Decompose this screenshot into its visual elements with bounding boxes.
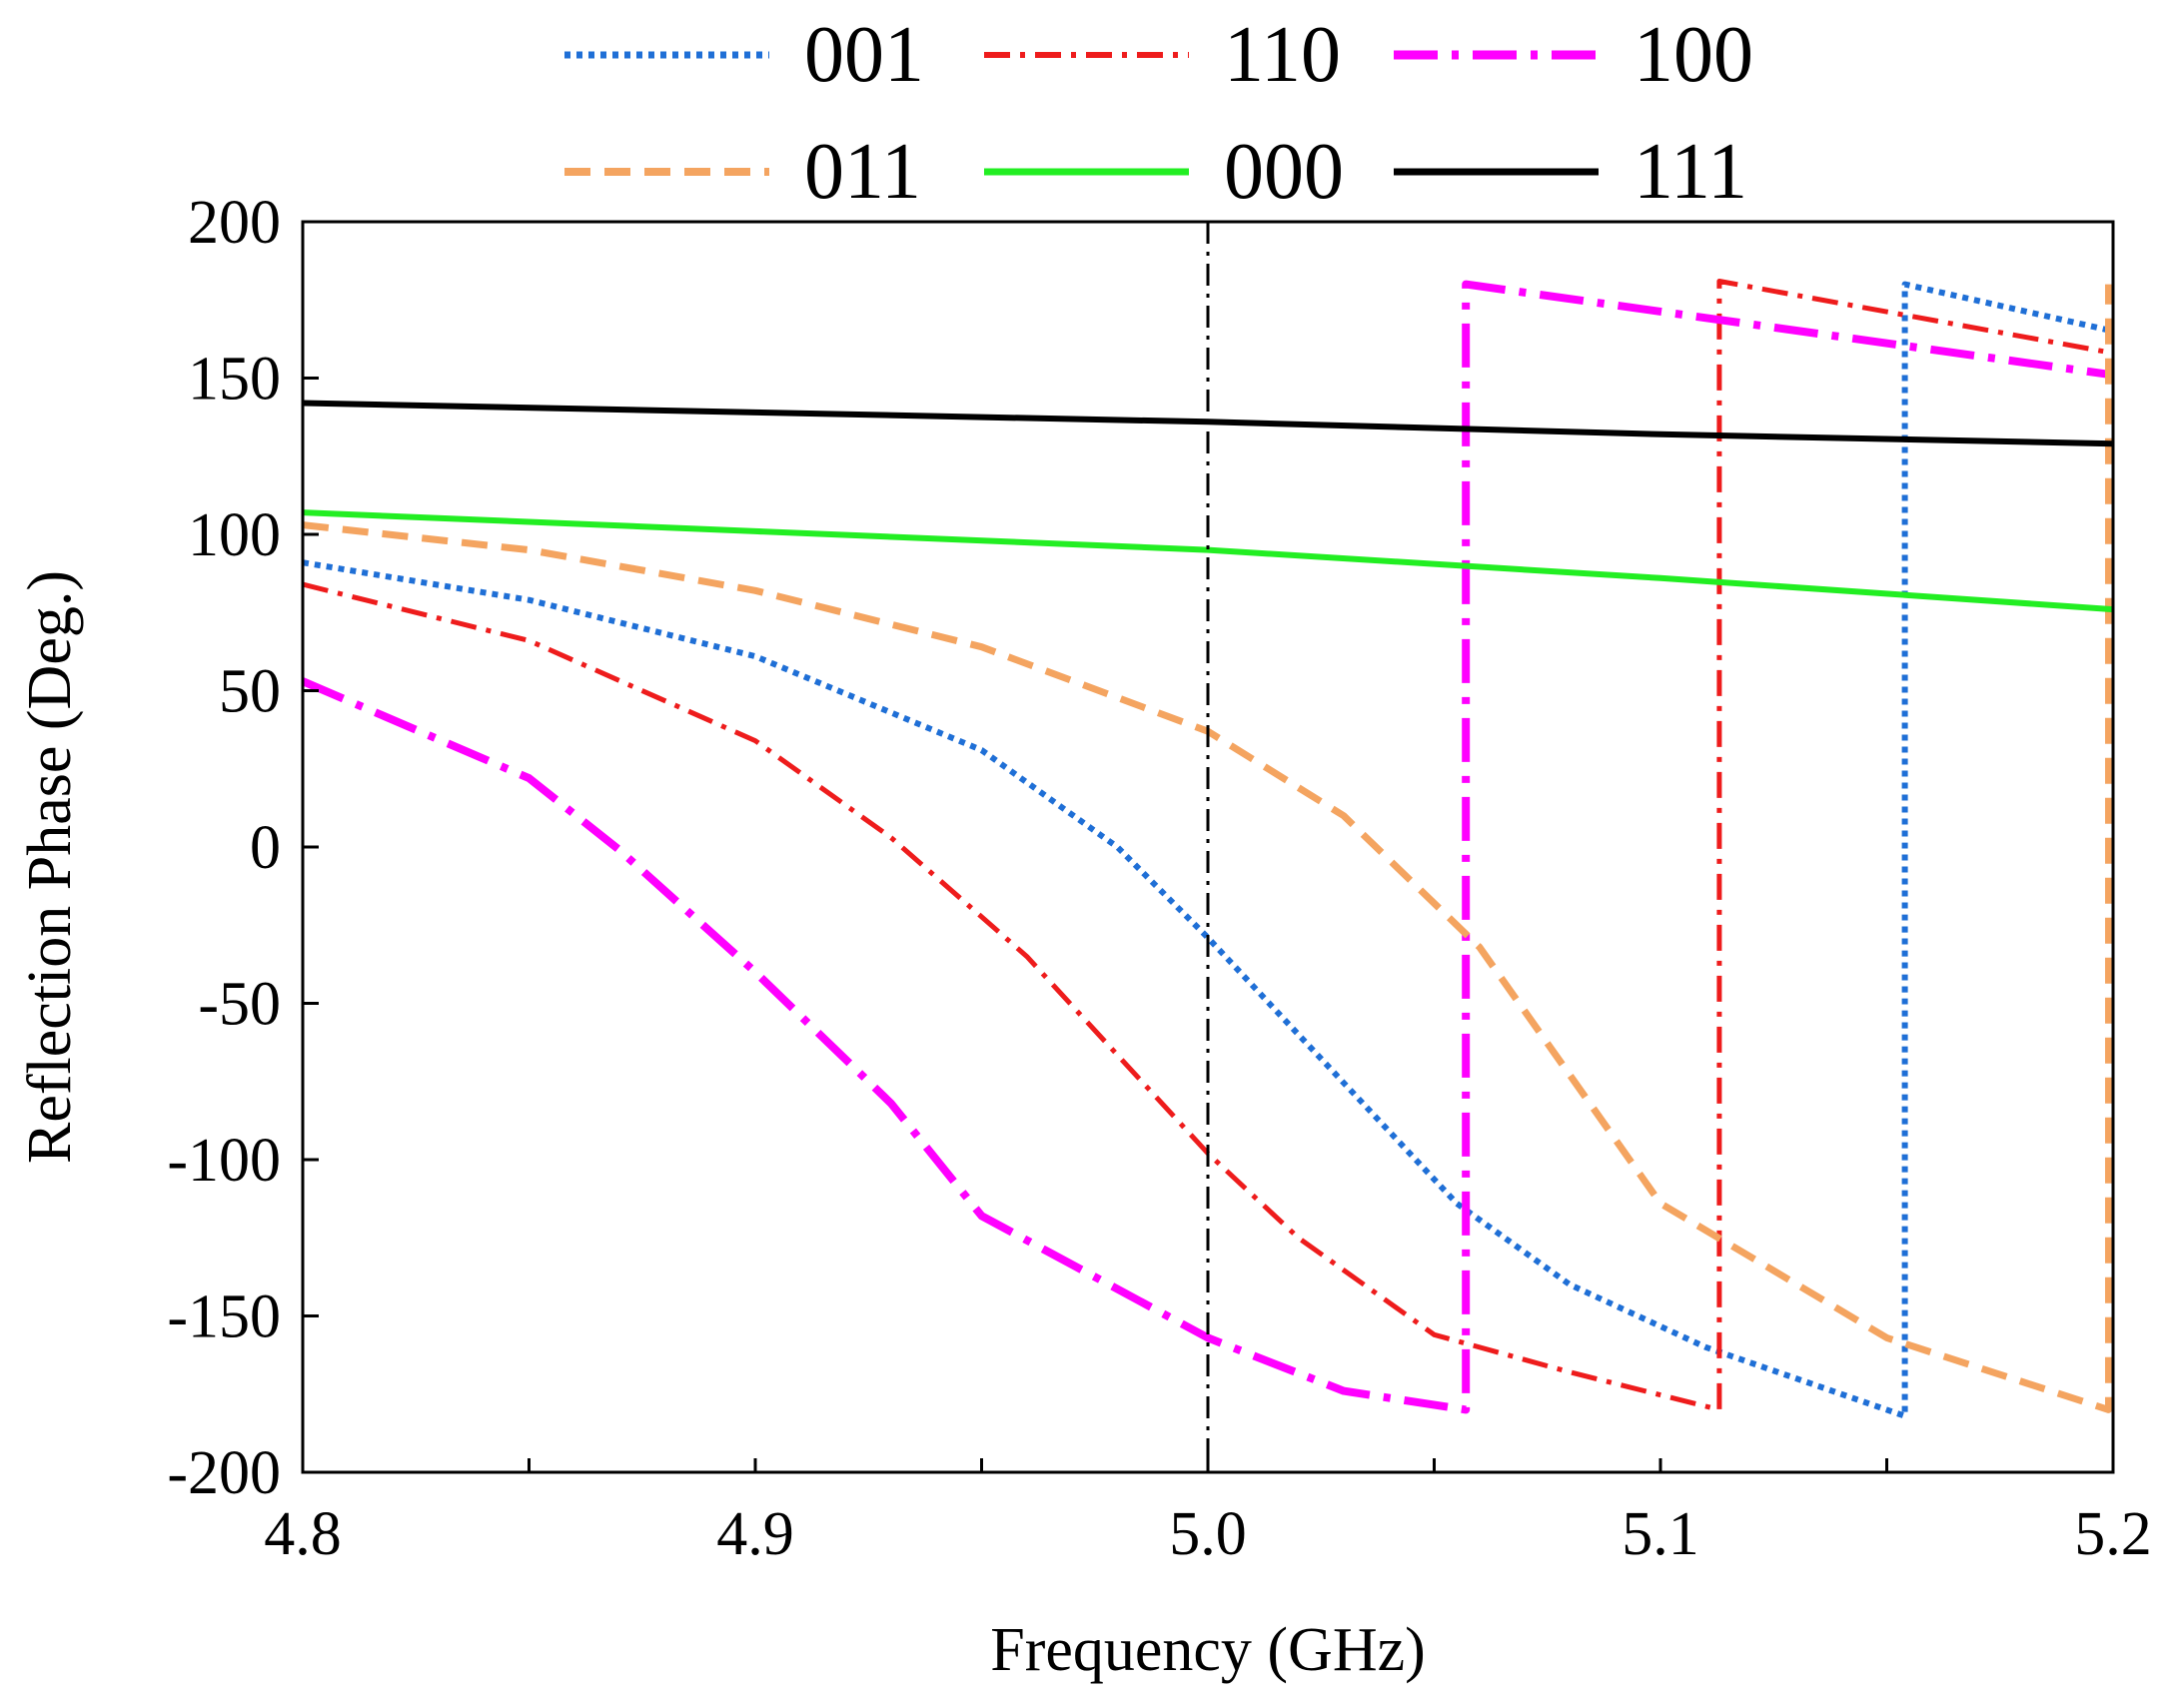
axis-ticks: 4.8 4.9 5.0 5.1 5.2 -200 -150 -100 -50 0 50 100 150 2… [167,189,2151,1568]
y-axis-label: Reflection Phase (Deg.) [16,570,84,1164]
legend: 001 110 100 011 000 111 [564,11,1753,216]
y-tick-label: -150 [167,1283,281,1351]
x-tick-label: 5.0 [1169,1500,1247,1568]
x-tick-label: 4.8 [264,1500,342,1568]
y-tick-label: -50 [198,971,281,1039]
legend-label-111: 111 [1634,128,1747,216]
series-line-110 [303,279,2113,1412]
y-tick-label: -200 [167,1439,281,1507]
x-axis-label: Frequency (GHz) [990,1616,1426,1684]
legend-label-001: 001 [804,11,924,99]
y-tick-label: 150 [188,346,281,414]
legend-label-000: 000 [1224,128,1344,216]
x-tick-label: 4.9 [716,1500,794,1568]
series-line-100 [303,280,2113,1414]
y-tick-label: -100 [167,1127,281,1195]
series-line-000 [303,509,2113,613]
x-tick-label: 5.2 [2074,1500,2152,1568]
legend-label-100: 100 [1634,11,1753,99]
y-tick-label: 0 [250,814,281,882]
series-line-011 [303,284,2112,1413]
y-tick-label: 100 [188,501,281,569]
y-tick-label: 50 [219,658,281,726]
y-tick-label: 200 [188,189,281,257]
x-tick-label: 5.1 [1622,1500,1699,1568]
legend-label-011: 011 [804,128,921,216]
legend-label-110: 110 [1224,11,1341,99]
